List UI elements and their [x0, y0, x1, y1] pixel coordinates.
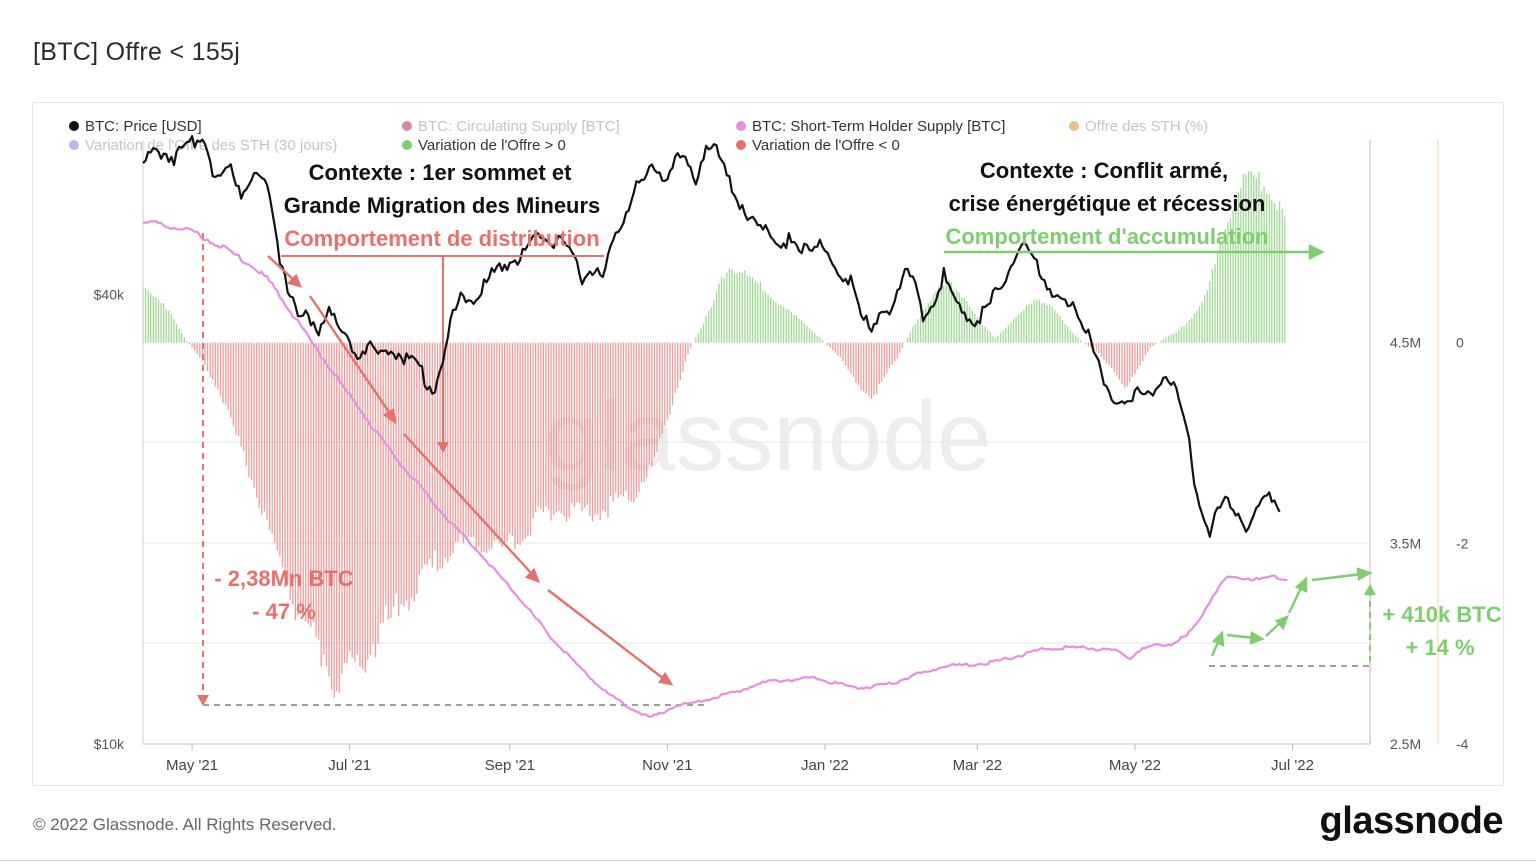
y-left-tick-label: $10k	[94, 736, 125, 752]
chart-legend: BTC: Price [USD] BTC: Circulating Supply …	[69, 118, 1208, 154]
legend-label[interactable]: Variation de l'Offre < 0	[752, 137, 900, 154]
svg-text:Contexte : 1er sommet et: Contexte : 1er sommet et	[309, 160, 573, 185]
reference-lines	[197, 233, 1376, 706]
svg-text:- 2,38Mn BTC: - 2,38Mn BTC	[214, 566, 353, 591]
svg-text:Contexte : Conflit armé,: Contexte : Conflit armé,	[980, 158, 1228, 183]
legend-label[interactable]: BTC: Circulating Supply [BTC]	[418, 118, 620, 135]
y-right-supply-tick-label: 4.5M	[1390, 335, 1421, 351]
page-title: [BTC] Offre < 155j	[33, 38, 241, 66]
annotation-loss: - 2,38Mn BTC - 47 %	[214, 566, 353, 624]
chart-card	[32, 102, 1504, 786]
svg-text:Comportement de distribution: Comportement de distribution	[284, 226, 599, 251]
accumulation-arrows	[944, 244, 1373, 657]
svg-text:crise énergétique et récession: crise énergétique et récession	[949, 191, 1266, 216]
legend-swatch	[69, 140, 79, 150]
x-tick-label: Sep '21	[485, 757, 535, 774]
legend-label[interactable]: Variation de l'Offre des STH (30 jours)	[85, 137, 337, 154]
btc-price-line	[142, 135, 1281, 538]
y-right-supply-tick-label: 3.5M	[1390, 535, 1421, 551]
annotation-accumulation: Contexte : Conflit armé, crise énergétiq…	[945, 158, 1268, 249]
y-axis-ticks: $40k $10k 4.5M 3.5M 2.5M 0 -2 -4	[94, 286, 1469, 752]
annotation-distribution: Contexte : 1er sommet et Grande Migratio…	[281, 160, 604, 257]
legend-swatch	[402, 121, 412, 131]
svg-text:- 47 %: - 47 %	[252, 599, 316, 624]
x-tick-label: Jul '21	[328, 757, 371, 774]
annotation-gain: + 410k BTC + 14 %	[1382, 602, 1501, 660]
axes	[142, 140, 1439, 745]
x-tick-label: May '21	[166, 757, 218, 774]
y-right-change-tick-label: -4	[1456, 736, 1469, 752]
legend-label[interactable]: BTC: Short-Term Holder Supply [BTC]	[752, 118, 1005, 135]
y-left-tick-label: $40k	[94, 286, 125, 302]
legend-swatch	[69, 121, 79, 131]
y-right-change-tick-label: -2	[1456, 535, 1469, 551]
legend-label[interactable]: Variation de l'Offre > 0	[418, 137, 566, 154]
distribution-arrows	[267, 255, 674, 686]
y-right-supply-tick-label: 2.5M	[1390, 736, 1421, 752]
copyright: © 2022 Glassnode. All Rights Reserved.	[33, 815, 337, 834]
x-tick-label: Jan '22	[801, 757, 849, 774]
svg-text:Comportement d'accumulation: Comportement d'accumulation	[945, 224, 1268, 249]
legend-swatch	[1069, 121, 1079, 131]
legend-swatch	[402, 140, 412, 150]
x-tick-label: Jul '22	[1271, 757, 1314, 774]
legend-label[interactable]: BTC: Price [USD]	[85, 118, 202, 135]
svg-text:+ 410k BTC: + 410k BTC	[1382, 602, 1501, 627]
svg-text:Grande Migration des Mineurs: Grande Migration des Mineurs	[284, 193, 601, 218]
legend-swatch	[736, 121, 746, 131]
x-tick-label: Mar '22	[953, 757, 1003, 774]
x-axis-ticks: May '21 Jul '21 Sep '21 Nov '21 Jan '22 Mar '…	[166, 744, 1314, 774]
legend-label[interactable]: Offre des STH (%)	[1085, 118, 1208, 135]
y-right-change-tick-label: 0	[1456, 335, 1464, 351]
svg-text:+ 14 %: + 14 %	[1405, 635, 1474, 660]
glassnode-logo[interactable]: glassnode	[1319, 800, 1504, 842]
x-tick-label: May '22	[1109, 757, 1161, 774]
sth-supply-line	[142, 220, 1288, 718]
bottom-divider	[0, 860, 1536, 861]
supply-change-bars	[142, 171, 1286, 698]
x-tick-label: Nov '21	[642, 757, 692, 774]
watermark: glassnode	[545, 381, 992, 491]
legend-swatch	[736, 140, 746, 150]
